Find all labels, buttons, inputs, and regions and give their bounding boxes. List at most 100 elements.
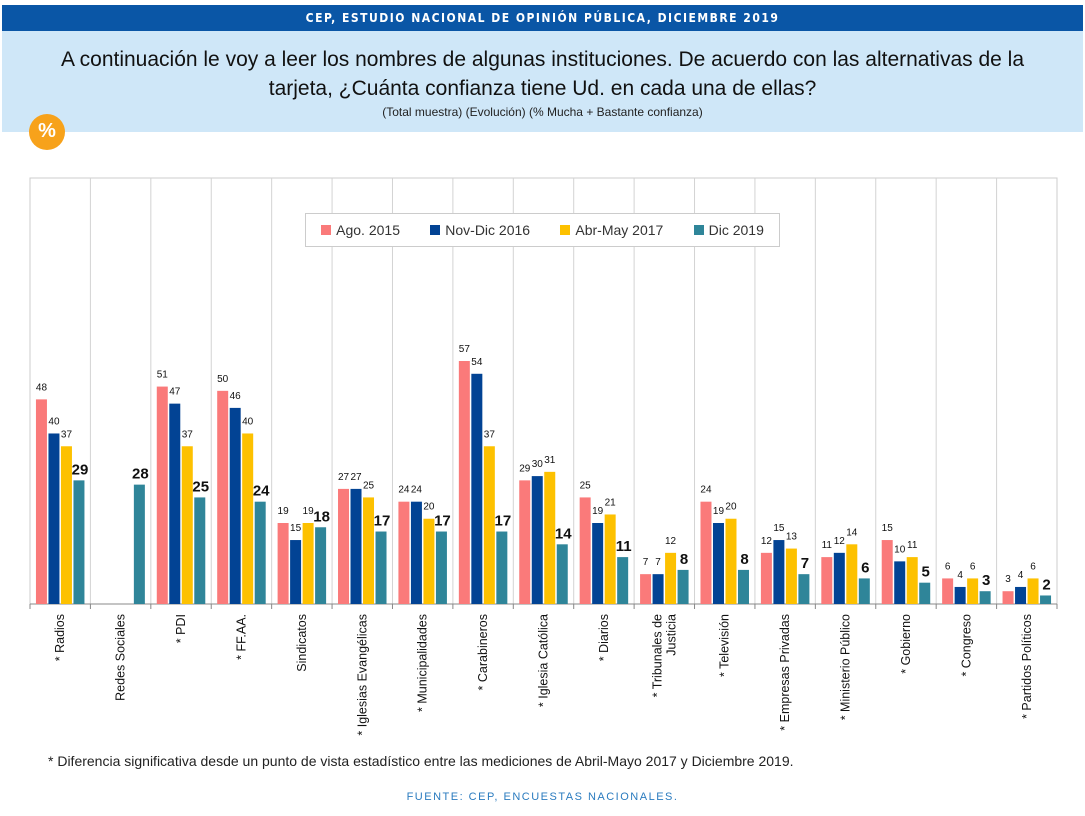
category-label: * Tribunales deJusticia: [650, 614, 678, 697]
bar: [277, 523, 289, 604]
data-label: 4: [957, 570, 963, 581]
category-label: * Municipalidades: [416, 614, 430, 712]
bar: [1002, 591, 1014, 604]
bar: [60, 446, 72, 604]
bar: [350, 488, 362, 604]
data-label: 37: [182, 429, 194, 440]
bar: [217, 390, 229, 604]
data-label: 30: [532, 459, 544, 470]
bar: [760, 552, 772, 604]
category-label: Sindicatos: [295, 614, 309, 672]
legend-item: Ago. 2015: [321, 222, 400, 238]
bar: [290, 540, 302, 604]
data-label: 7: [801, 555, 809, 572]
bar: [73, 480, 85, 604]
legend-label: Abr-May 2017: [575, 222, 664, 238]
data-label: 19: [713, 506, 725, 517]
bar: [315, 527, 327, 604]
bar: [579, 497, 591, 604]
source-note: FUENTE: CEP, ENCUESTAS NACIONALES.: [406, 791, 679, 803]
data-label: 47: [169, 387, 181, 398]
data-label: 25: [580, 480, 592, 491]
data-label: 51: [157, 370, 169, 381]
data-label: 29: [519, 463, 531, 474]
bar: [967, 578, 979, 604]
bar: [458, 361, 470, 604]
bar: [471, 373, 483, 604]
data-label: 46: [230, 391, 242, 402]
bar: [242, 433, 254, 604]
legend-label: Nov-Dic 2016: [445, 222, 531, 238]
bar: [48, 433, 60, 604]
bar: [181, 446, 193, 604]
bar: [592, 523, 604, 604]
bar: [423, 518, 435, 604]
bar: [156, 386, 168, 604]
category-label: * Gobierno: [899, 614, 913, 674]
bar: [435, 531, 447, 604]
bar: [519, 480, 531, 604]
bar: [254, 501, 266, 604]
bar: [640, 574, 652, 604]
bar: [833, 552, 845, 604]
data-label: 21: [605, 497, 617, 508]
category-label: * Radios: [53, 614, 67, 661]
bar: [338, 488, 350, 604]
data-label: 48: [36, 382, 48, 393]
bar: [229, 407, 241, 604]
data-label: 11: [822, 540, 833, 551]
bar: [906, 557, 918, 604]
data-label: 31: [544, 455, 556, 466]
data-label: 57: [459, 344, 471, 355]
data-label: 28: [132, 466, 149, 483]
data-label: 15: [882, 523, 894, 534]
data-label: 13: [786, 532, 798, 543]
category-label: Redes Sociales: [114, 614, 128, 701]
footnote: * Diferencia significativa desde un punt…: [48, 753, 794, 769]
data-label: 3: [982, 572, 990, 589]
data-label: 24: [398, 485, 410, 496]
bar: [665, 552, 677, 604]
bar: [773, 540, 785, 604]
data-label: 19: [278, 506, 290, 517]
data-label: 14: [846, 527, 858, 538]
bar: [712, 523, 724, 604]
data-label: 6: [861, 559, 869, 576]
bar: [35, 399, 47, 604]
bar: [652, 574, 664, 604]
data-label: 17: [374, 513, 391, 530]
category-label: * Carabineros: [476, 614, 490, 690]
data-label: 29: [72, 461, 89, 478]
data-label: 40: [48, 416, 60, 427]
bar: [700, 501, 712, 604]
data-label: 10: [894, 544, 906, 555]
data-label: 15: [290, 523, 302, 534]
question-title: A continuación le voy a leer los nombres…: [60, 48, 1025, 100]
data-label: 14: [555, 525, 572, 542]
data-label: 2: [1042, 576, 1050, 593]
bar: [677, 569, 689, 604]
data-label: 54: [471, 357, 483, 368]
category-label: * PDI: [174, 614, 188, 643]
data-label: 3: [1005, 574, 1011, 585]
bar: [1015, 586, 1027, 604]
data-label: 6: [1030, 561, 1036, 572]
bar: [725, 518, 737, 604]
data-label: 27: [338, 472, 350, 483]
bar: [375, 531, 387, 604]
data-label: 17: [494, 513, 511, 530]
bar: [133, 484, 145, 604]
data-label: 8: [680, 551, 688, 568]
bar: [556, 544, 568, 604]
bar: [881, 540, 893, 604]
category-label: * Iglesia Católica: [537, 614, 551, 707]
data-label: 40: [242, 416, 254, 427]
bar: [894, 561, 906, 604]
data-label: 12: [761, 536, 773, 547]
data-label: 4: [1018, 570, 1024, 581]
data-label: 20: [725, 502, 737, 513]
category-label: * Diarios: [597, 614, 611, 661]
data-label: 24: [253, 483, 270, 500]
bar: [410, 501, 422, 604]
